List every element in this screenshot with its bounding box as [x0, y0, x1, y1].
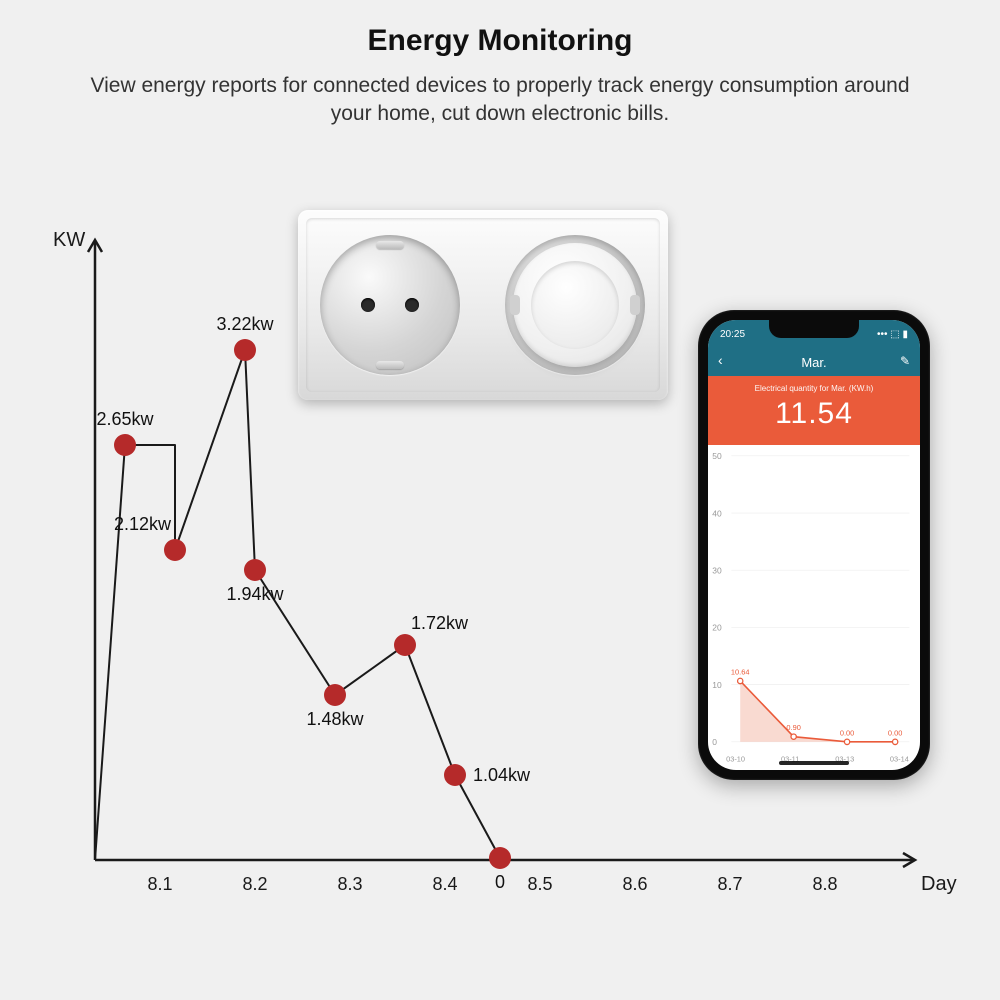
page-root: Energy Monitoring View energy reports fo…	[0, 0, 1000, 1000]
mini-chart: 5040302010010.640.900.000.0003-1003-1103…	[708, 445, 920, 770]
point-label: 1.04kw	[473, 765, 531, 785]
data-point	[244, 559, 266, 581]
chart-line	[95, 350, 500, 860]
edit-icon[interactable]: ✎	[900, 354, 910, 368]
svg-text:50: 50	[712, 451, 722, 461]
kwh-value: 11.54	[714, 397, 914, 431]
ground-clip	[376, 361, 404, 369]
status-time: 20:25	[720, 329, 745, 340]
kwh-label: Electrical quantity for Mar. (KW.h)	[714, 384, 914, 393]
x-tick: 8.7	[717, 874, 742, 894]
ground-clip	[376, 241, 404, 249]
point-label: 1.48kw	[306, 709, 364, 729]
x-tick: 8.1	[147, 874, 172, 894]
x-tick: 8.5	[527, 874, 552, 894]
x-tick: 8.8	[812, 874, 837, 894]
point-label: 1.72kw	[411, 613, 469, 633]
point-label: 3.22kw	[216, 314, 274, 334]
phone-frame: 20:25 ••• ⬚ ▮ ‹ Mar. ✎ Electrical quantity fo…	[698, 310, 930, 780]
smart-plug	[513, 243, 637, 367]
svg-text:20: 20	[712, 623, 722, 633]
svg-text:0.90: 0.90	[786, 723, 800, 732]
x-tick: 8.3	[337, 874, 362, 894]
data-point	[324, 684, 346, 706]
x-axis-label: Day	[921, 873, 957, 895]
svg-text:0: 0	[712, 737, 717, 747]
point-label: 2.12kw	[114, 514, 172, 534]
x-tick: 8.6	[622, 874, 647, 894]
svg-text:40: 40	[712, 508, 722, 518]
svg-text:30: 30	[712, 565, 722, 575]
data-point	[164, 539, 186, 561]
socket-well	[320, 235, 460, 375]
svg-text:03-10: 03-10	[726, 754, 745, 763]
app-header: ‹ Mar. ✎	[708, 348, 920, 376]
home-indicator	[779, 761, 849, 765]
status-icons: ••• ⬚ ▮	[877, 329, 908, 340]
data-point	[489, 847, 511, 869]
svg-text:0.00: 0.00	[888, 728, 902, 737]
data-point	[114, 434, 136, 456]
phone-notch	[769, 320, 859, 338]
data-point	[444, 764, 466, 786]
svg-text:10.64: 10.64	[731, 667, 750, 676]
phone-screen: 20:25 ••• ⬚ ▮ ‹ Mar. ✎ Electrical quantity fo…	[708, 320, 920, 770]
svg-text:0.00: 0.00	[840, 728, 854, 737]
kwh-panel: Electrical quantity for Mar. (KW.h) 11.54	[708, 376, 920, 445]
header-title: Mar.	[801, 355, 826, 370]
svg-text:03-14: 03-14	[890, 754, 909, 763]
pin-hole	[405, 298, 419, 312]
data-point	[394, 634, 416, 656]
data-point	[234, 339, 256, 361]
svg-text:10: 10	[712, 680, 722, 690]
point-label: 2.65kw	[96, 409, 154, 429]
back-icon[interactable]: ‹	[718, 352, 723, 368]
point-label: 0	[495, 872, 505, 892]
x-tick: 8.2	[242, 874, 267, 894]
y-axis-label: KW	[53, 229, 85, 251]
x-tick: 8.4	[432, 874, 457, 894]
socket-plate	[298, 210, 668, 400]
pin-hole	[361, 298, 375, 312]
point-label: 1.94kw	[226, 584, 284, 604]
